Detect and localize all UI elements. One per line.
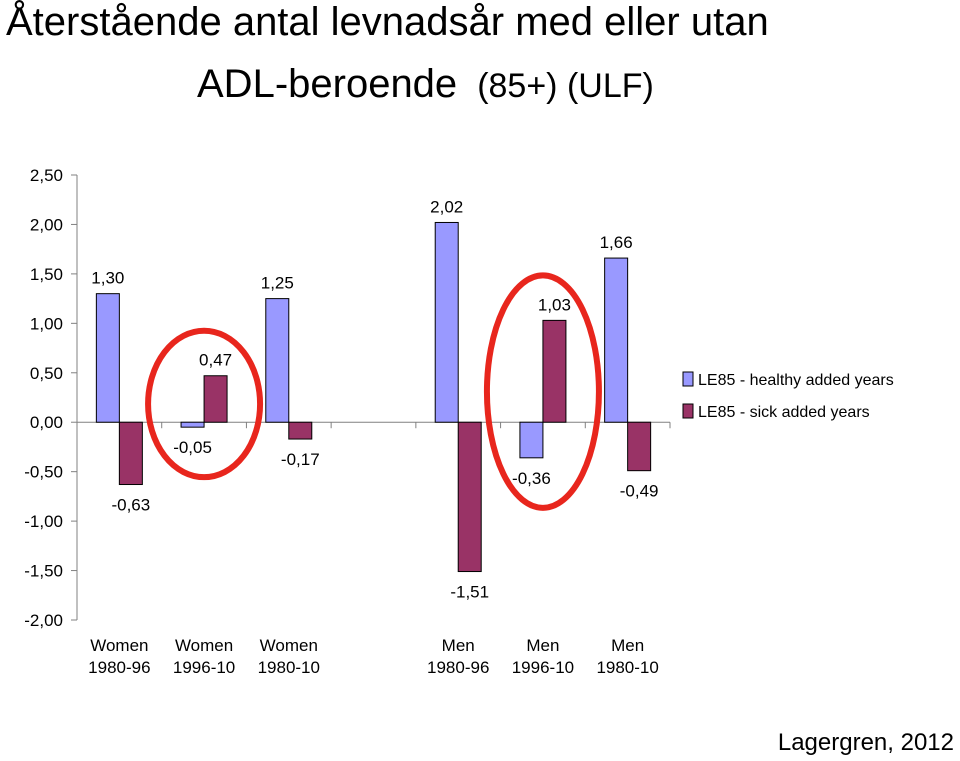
credit-text: Lagergren, 2012 [777,729,954,756]
y-tick-label: -1,50 [24,562,63,581]
bar-sick [118,421,143,486]
x-tick-label: 1980-96 [427,658,489,677]
y-tick-label: -2,00 [24,611,63,630]
bar-healthy [180,421,205,428]
data-label: 1,66 [600,233,633,252]
data-label: -0,17 [281,450,320,469]
data-label: 1,25 [261,274,294,293]
x-tick-label: Men [442,636,475,655]
data-label: -1,51 [450,583,489,602]
bar-sick [542,319,567,423]
x-tick-label: Men [526,636,559,655]
x-tick-label: 1980-10 [258,658,320,677]
bar-sick [457,421,482,573]
legend-swatch [682,371,694,387]
chart-title-subtitle: (85+) (ULF) [477,67,654,105]
highlight-circle [145,327,264,481]
bar-healthy [434,221,459,423]
data-label: -0,49 [620,482,659,501]
x-tick-label: 1980-10 [596,658,658,677]
y-tick-label: 2,00 [30,215,63,234]
highlight-circle [483,272,602,511]
y-tick-label: 1,50 [30,265,63,284]
bar-sick [203,375,228,423]
y-tick-label: -0,50 [24,463,63,482]
x-tick-label: Women [260,636,318,655]
x-tick-label: Women [90,636,148,655]
legend-swatch [682,403,694,419]
chart-title-main: ADL-beroende [197,62,458,106]
y-tick-label: 1,00 [30,314,63,333]
x-tick-label: 1996-10 [512,658,574,677]
y-tick-label: 0,00 [30,413,63,432]
x-tick-label: 1996-10 [173,658,235,677]
x-tick-label: 1980-96 [88,658,150,677]
legend-label: LE85 - sick added years [698,404,870,421]
data-label: 1,03 [538,295,571,314]
x-tick-label: Men [611,636,644,655]
y-tick-label: 0,50 [30,364,63,383]
chart-title-line2: ADL-beroende (85+) (ULF) [197,62,654,108]
bar-healthy [95,293,120,423]
bar-sick [288,421,313,440]
bar-healthy [604,257,629,423]
x-tick-label: Women [175,636,233,655]
y-tick-label: 2,50 [30,166,63,185]
data-label: 2,02 [430,197,463,216]
chart-title-line1: Återstående antal levnadsår med eller ut… [6,0,769,44]
data-label: 1,30 [91,269,124,288]
data-label: -0,36 [512,469,551,488]
bar-healthy [519,421,544,459]
legend-label: LE85 - healthy added years [698,372,894,389]
bar-sick [627,421,652,472]
y-tick-label: -1,00 [24,512,63,531]
bar-healthy [265,298,290,423]
data-label: 0,47 [199,351,232,370]
data-label: -0,05 [173,438,212,457]
data-label: -0,63 [111,496,150,515]
